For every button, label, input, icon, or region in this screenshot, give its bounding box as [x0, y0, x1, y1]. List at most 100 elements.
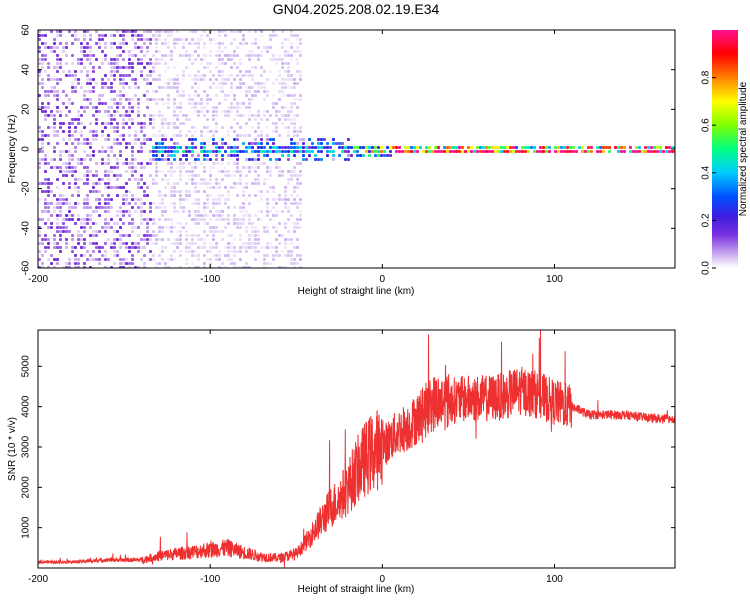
- heatmap-cell: [215, 122, 218, 125]
- heatmap-cell: [161, 86, 164, 89]
- heatmap-cell: [92, 234, 95, 237]
- heatmap-cell: [278, 242, 281, 245]
- heatmap-cell: [104, 46, 107, 49]
- heatmap-cell: [122, 222, 125, 225]
- heatmap-cell: [224, 94, 227, 97]
- heatmap-cell: [98, 178, 101, 181]
- heatmap-cell: [284, 190, 287, 193]
- spectrogram-cells: [38, 30, 675, 268]
- heatmap-cell: [203, 210, 206, 213]
- heatmap-cell: [293, 102, 296, 105]
- heatmap-cell: [179, 166, 182, 169]
- heatmap-cell: [227, 134, 230, 137]
- heatmap-cell: [206, 258, 209, 261]
- heatmap-cell: [194, 58, 197, 61]
- heatmap-cell: [38, 198, 41, 201]
- heatmap-cell: [185, 118, 188, 121]
- heatmap-cell: [173, 126, 176, 129]
- heatmap-cell: [41, 238, 44, 241]
- heatmap-cell: [158, 226, 161, 229]
- heatmap-cell: [161, 178, 164, 181]
- heatmap-cell: [395, 146, 398, 149]
- heatmap-cell: [206, 250, 209, 253]
- heatmap-cell: [50, 190, 53, 193]
- heatmap-cell: [122, 234, 125, 237]
- heatmap-cell: [77, 178, 80, 181]
- snr-frame: [37, 329, 676, 569]
- heatmap-cell: [293, 186, 296, 189]
- heatmap-cell: [215, 150, 218, 153]
- heatmap-cell: [41, 138, 44, 141]
- heatmap-cell: [299, 258, 302, 261]
- heatmap-cell: [197, 54, 200, 57]
- heatmap-cell: [152, 90, 155, 93]
- heatmap-cell: [239, 102, 242, 105]
- heatmap-cell: [545, 150, 548, 153]
- heatmap-cell: [287, 218, 290, 221]
- heatmap-cell: [44, 114, 47, 117]
- heatmap-cell: [152, 234, 155, 237]
- heatmap-cell: [143, 254, 146, 257]
- heatmap-cell: [209, 166, 212, 169]
- heatmap-cell: [215, 202, 218, 205]
- heatmap-cell: [254, 42, 257, 45]
- heatmap-cell: [101, 150, 104, 153]
- heatmap-cell: [182, 206, 185, 209]
- heatmap-cell: [239, 210, 242, 213]
- heatmap-cell: [245, 106, 248, 109]
- heatmap-cell: [287, 250, 290, 253]
- heatmap-cell: [44, 202, 47, 205]
- heatmap-cell: [377, 146, 380, 149]
- heatmap-cell: [263, 110, 266, 113]
- heatmap-cell: [125, 74, 128, 77]
- heatmap-cell: [296, 38, 299, 41]
- heatmap-cell: [137, 38, 140, 41]
- heatmap-cell: [158, 262, 161, 265]
- heatmap-cell: [149, 202, 152, 205]
- heatmap-cell: [65, 150, 68, 153]
- heatmap-cell: [254, 194, 257, 197]
- heatmap-cell: [47, 202, 50, 205]
- heatmap-cell: [167, 78, 170, 81]
- heatmap-cell: [113, 254, 116, 257]
- heatmap-cell: [188, 234, 191, 237]
- heatmap-cell: [209, 250, 212, 253]
- heatmap-cell: [602, 146, 605, 149]
- heatmap-cell: [413, 146, 416, 149]
- heatmap-cell: [89, 142, 92, 145]
- heatmap-cell: [290, 262, 293, 265]
- heatmap-cell: [257, 158, 260, 161]
- heatmap-cell: [233, 30, 236, 33]
- heatmap-cell: [212, 130, 215, 133]
- heatmap-cell: [83, 150, 86, 153]
- heatmap-cell: [38, 82, 41, 85]
- heatmap-cell: [239, 222, 242, 225]
- heatmap-cell: [194, 138, 197, 141]
- heatmap-cell: [203, 106, 206, 109]
- heatmap-cell: [290, 110, 293, 113]
- heatmap-cell: [548, 146, 551, 149]
- heatmap-cell: [614, 146, 617, 149]
- heatmap-cell: [158, 98, 161, 101]
- heatmap-cell: [53, 194, 56, 197]
- heatmap-cell: [197, 70, 200, 73]
- heatmap-cell: [41, 182, 44, 185]
- heatmap-cell: [239, 134, 242, 137]
- heatmap-cell: [380, 150, 383, 153]
- heatmap-cell: [215, 218, 218, 221]
- heatmap-cell: [509, 146, 512, 149]
- heatmap-cell: [212, 198, 215, 201]
- heatmap-cell: [152, 126, 155, 129]
- heatmap-cell: [284, 126, 287, 129]
- heatmap-cell: [272, 206, 275, 209]
- heatmap-cell: [113, 42, 116, 45]
- heatmap-cell: [266, 178, 269, 181]
- heatmap-cell: [38, 38, 41, 41]
- heatmap-cell: [137, 86, 140, 89]
- heatmap-cell: [221, 78, 224, 81]
- heatmap-cell: [176, 82, 179, 85]
- heatmap-cell: [113, 118, 116, 121]
- heatmap-cell: [89, 242, 92, 245]
- heatmap-cell: [257, 162, 260, 165]
- heatmap-cell: [101, 50, 104, 53]
